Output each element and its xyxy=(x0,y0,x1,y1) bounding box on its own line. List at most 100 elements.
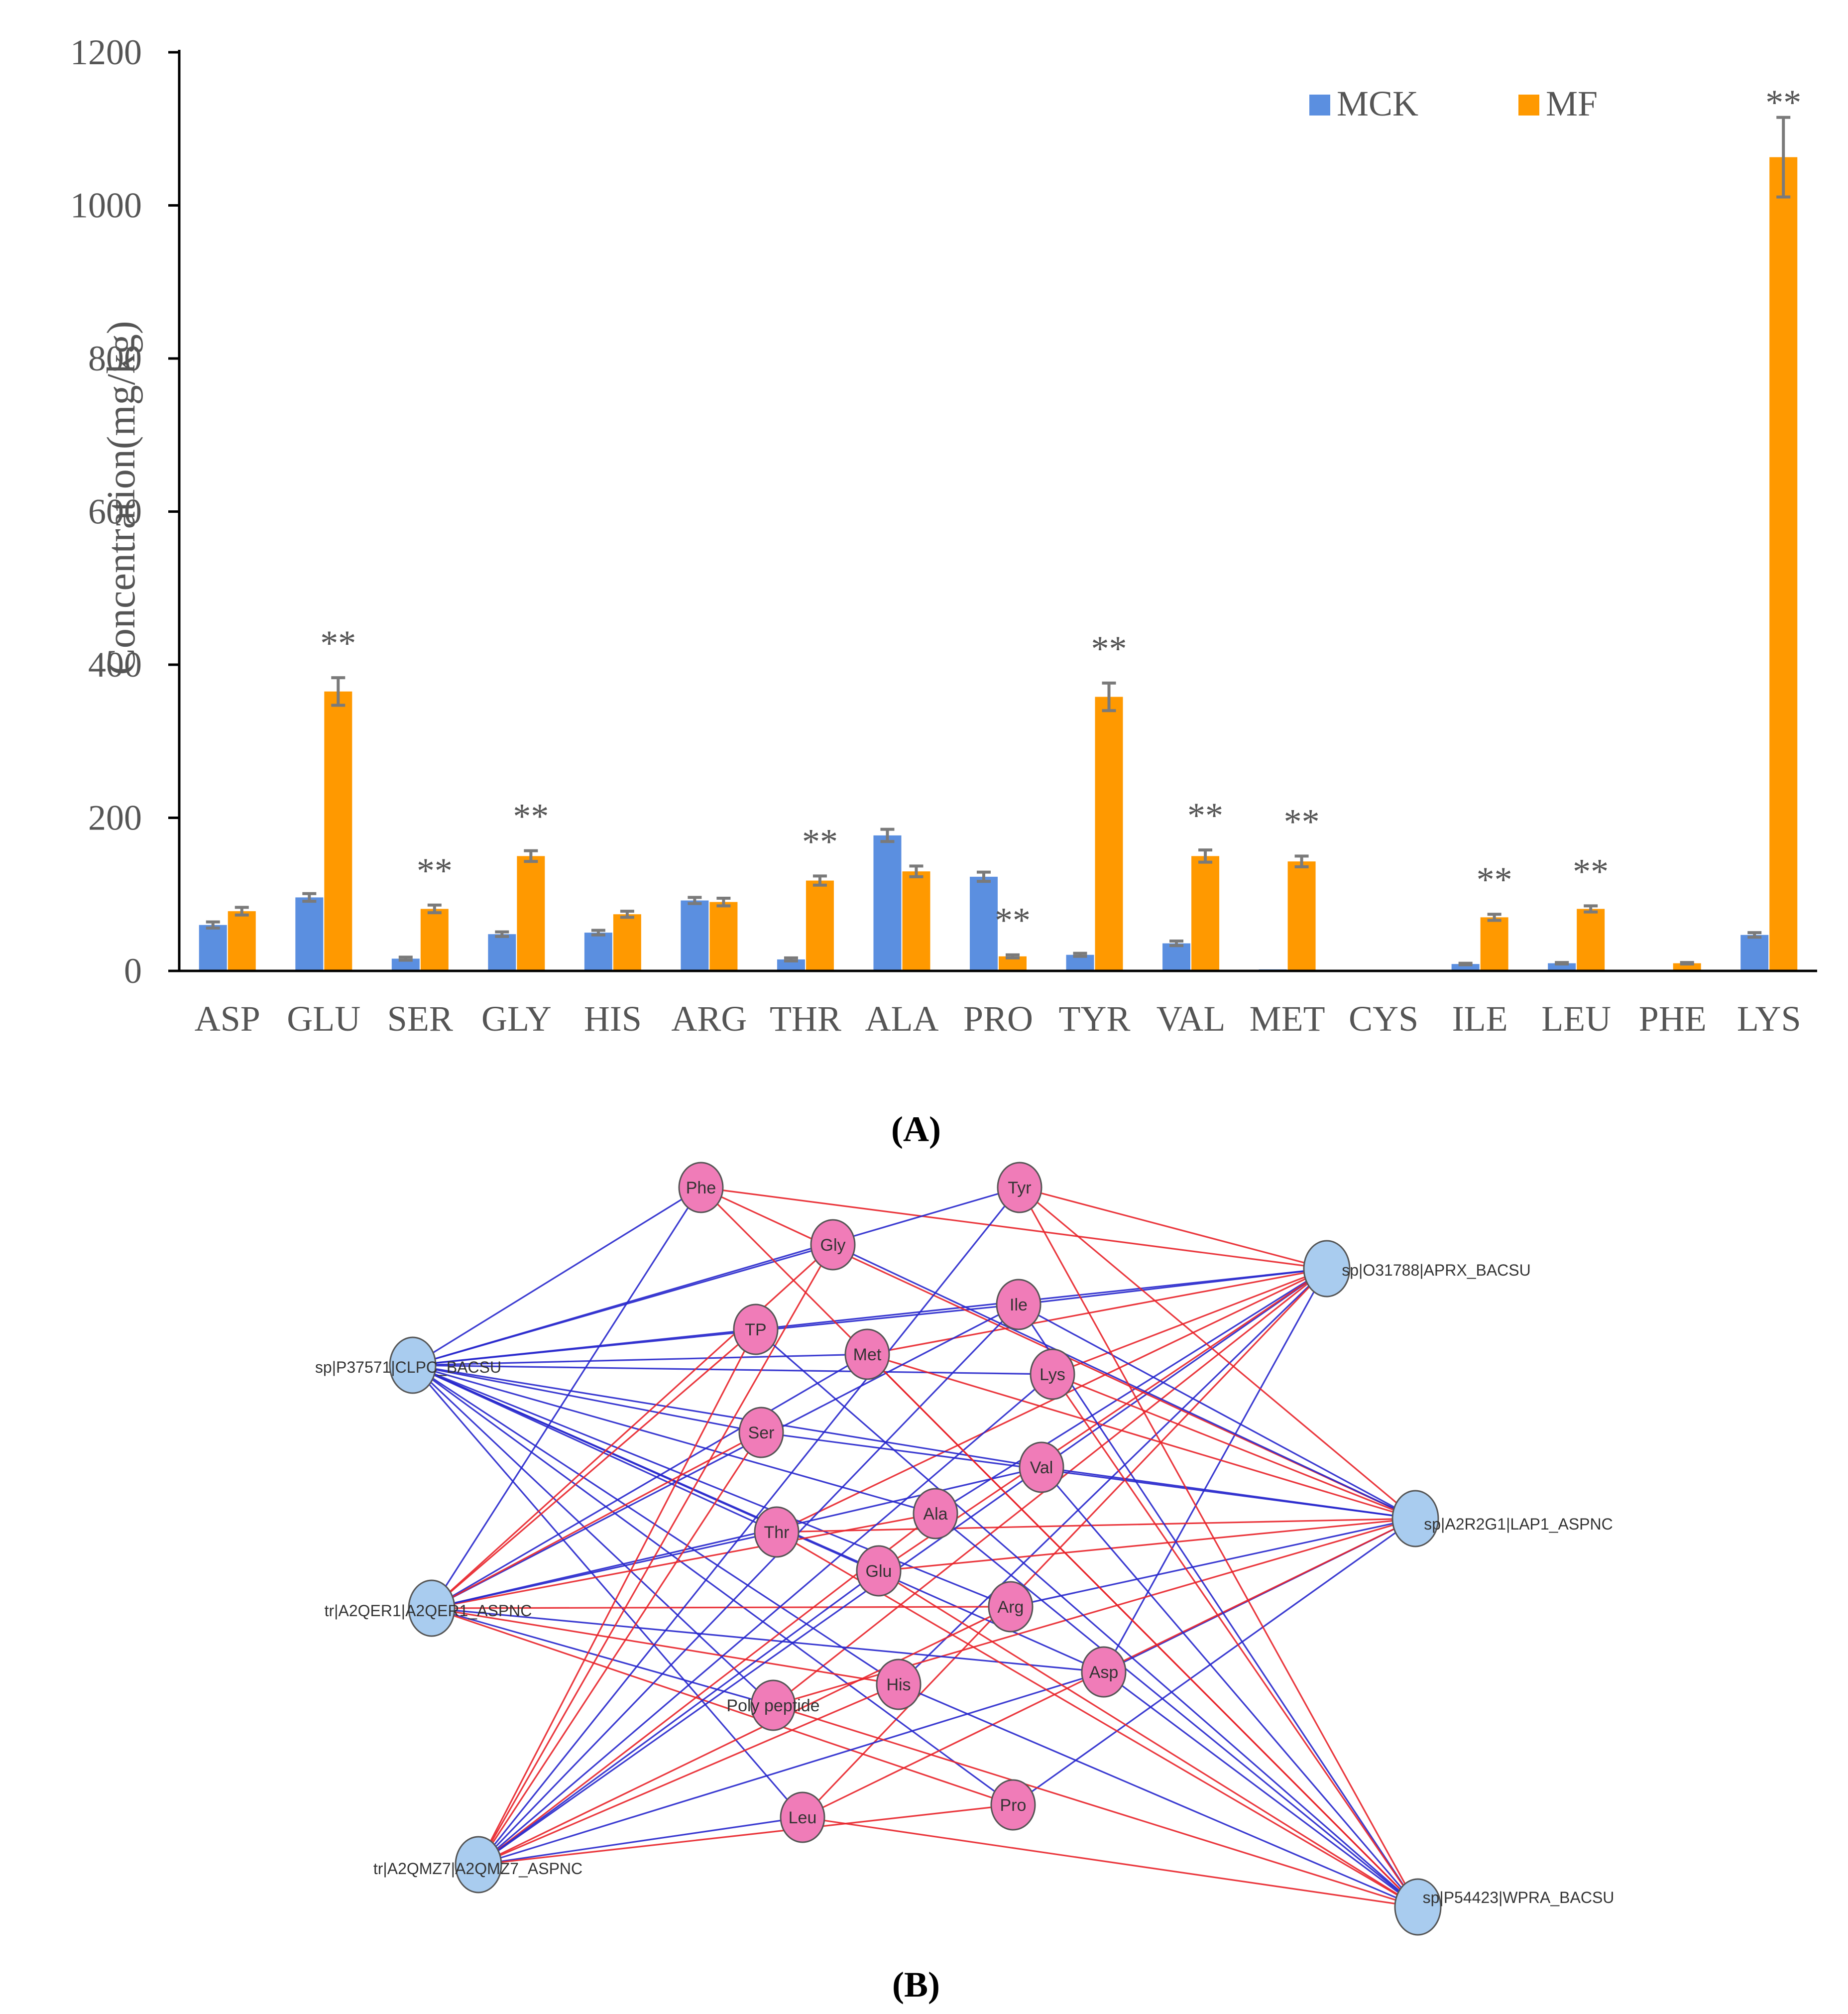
edge-10 xyxy=(1103,1268,1328,1672)
legend-label-mf: MF xyxy=(1546,84,1598,123)
edge-46 xyxy=(1013,1518,1416,1806)
significance-met: ** xyxy=(1284,802,1320,841)
x-tick-label-thr: THR xyxy=(770,999,841,1039)
x-tick-label-ile: ILE xyxy=(1452,999,1508,1039)
bar-layer xyxy=(199,157,1798,971)
edge-31 xyxy=(412,1364,1014,1806)
edge-82 xyxy=(934,1513,1419,1908)
protein-node: sp|A2R2G1|LAP1_ASPNC xyxy=(1391,1490,1613,1547)
edge-8 xyxy=(776,1268,1327,1533)
protein-node-label: sp|P37571|CLPC_BACSU xyxy=(315,1358,501,1376)
edge-58 xyxy=(431,1607,899,1685)
edge-24 xyxy=(412,1364,777,1533)
error-bar-mck-thr xyxy=(784,956,798,963)
edge-42 xyxy=(1010,1518,1416,1608)
edge-69 xyxy=(478,1570,879,1866)
edge-21 xyxy=(412,1364,762,1433)
amino-node: Arg xyxy=(988,1581,1034,1633)
amino-node-label: Asp xyxy=(1089,1663,1119,1682)
bar-mf-gly xyxy=(517,856,545,971)
error-bar-mf-asp xyxy=(234,906,249,917)
edge-66 xyxy=(477,1432,762,1865)
amino-node-label: Tyr xyxy=(1008,1179,1031,1197)
edge-37 xyxy=(1052,1373,1416,1520)
error-bar-mf-ile xyxy=(1487,913,1502,922)
edge-51 xyxy=(431,1353,868,1609)
protein-node: tr|A2QER1|A2QER1_ASPNC xyxy=(325,1579,532,1637)
error-bar-mf-tyr xyxy=(1102,681,1116,712)
error-bar-layer xyxy=(206,116,1791,966)
bar-mck-ala xyxy=(873,835,902,971)
amino-node-circle xyxy=(738,1407,784,1458)
x-tick-label-tyr: TYR xyxy=(1059,999,1131,1039)
edge-0 xyxy=(700,1186,1327,1270)
protein-node-circle xyxy=(389,1336,437,1394)
edge-3 xyxy=(755,1268,1327,1330)
edge-86 xyxy=(898,1683,1418,1908)
protein-node: sp|O31788|APRX_BACSU xyxy=(1303,1240,1531,1298)
x-tick-label-glu: GLU xyxy=(287,999,360,1039)
error-bar-mck-asp xyxy=(206,920,220,930)
amino-node: Glu xyxy=(856,1545,902,1597)
error-bar-mck-lys xyxy=(1747,931,1762,939)
amino-node-label: Poly peptide xyxy=(726,1696,819,1715)
amino-node: Asp xyxy=(1081,1646,1127,1698)
edge-40 xyxy=(776,1518,1416,1533)
amino-node-circle xyxy=(754,1506,800,1558)
amino-node: Leu xyxy=(780,1791,825,1843)
bar-mck-val xyxy=(1162,943,1191,971)
edge-26 xyxy=(412,1364,1011,1608)
amino-node-circle xyxy=(856,1545,902,1597)
amino-node: Ala xyxy=(913,1488,958,1540)
error-bar-mf-ala xyxy=(909,864,924,878)
bar-mf-his xyxy=(613,914,641,971)
amino-node: Pro xyxy=(990,1779,1036,1831)
significance-thr: ** xyxy=(802,822,838,861)
amino-node: Ser xyxy=(738,1407,784,1458)
network-nodes: sp|O31788|APRX_BACSU sp|P37571|CLPC_BACSU… xyxy=(315,1162,1614,1936)
edge-29 xyxy=(412,1364,774,1706)
edge-36 xyxy=(867,1353,1416,1520)
y-tick-label-800: 800 xyxy=(88,339,142,378)
edge-65 xyxy=(477,1373,1053,1866)
error-bar-mf-val xyxy=(1198,848,1213,864)
bar-mf-asp xyxy=(228,911,256,971)
edge-72 xyxy=(478,1683,899,1866)
significance-leu: ** xyxy=(1573,851,1609,891)
edge-54 xyxy=(431,1513,936,1609)
error-bar-mf-lys xyxy=(1776,116,1791,199)
edge-30 xyxy=(412,1364,804,1818)
edge-16 xyxy=(412,1244,833,1366)
amino-node: Ile xyxy=(996,1279,1041,1330)
amino-node-label: Glu xyxy=(866,1562,892,1581)
bar-mf-thr xyxy=(806,880,834,971)
x-tick-label-val: VAL xyxy=(1156,999,1226,1039)
protein-node: sp|P37571|CLPC_BACSU xyxy=(315,1336,501,1394)
error-bar-mf-glu xyxy=(331,676,346,707)
significance-ser: ** xyxy=(417,851,453,891)
bar-chart: ** ** ** ** ** ** ** ** ** ** ** 0 200 400 600 800 1000… xyxy=(70,32,1817,1149)
error-bar-mck-gly xyxy=(495,930,509,938)
edge-23 xyxy=(412,1364,936,1515)
error-bar-mck-pro xyxy=(977,870,991,883)
bar-mf-val xyxy=(1191,856,1220,971)
edge-19 xyxy=(412,1353,868,1366)
legend-label-mck: MCK xyxy=(1337,84,1418,123)
amino-node-label: Arg xyxy=(998,1598,1024,1617)
significance-pro: ** xyxy=(995,901,1031,941)
x-tick-label-pro: PRO xyxy=(963,999,1033,1039)
bar-mck-lys xyxy=(1740,935,1769,971)
bar-mf-ala xyxy=(902,871,930,971)
error-bar-mck-arg xyxy=(688,896,702,905)
amino-node-label: Met xyxy=(853,1345,882,1364)
edge-47 xyxy=(431,1187,702,1609)
x-tick-label-gly: GLY xyxy=(481,999,552,1039)
protein-node-circle xyxy=(1394,1878,1442,1936)
amino-node-circle xyxy=(780,1791,825,1843)
amino-node: TP xyxy=(733,1303,779,1355)
amino-node-label: Ile xyxy=(1010,1296,1028,1314)
significance-glu: ** xyxy=(320,623,356,663)
amino-node: Gly xyxy=(810,1219,856,1271)
amino-node-circle xyxy=(1019,1441,1064,1493)
y-tick-labels: 0 200 400 600 800 1000 1200 xyxy=(70,32,142,991)
